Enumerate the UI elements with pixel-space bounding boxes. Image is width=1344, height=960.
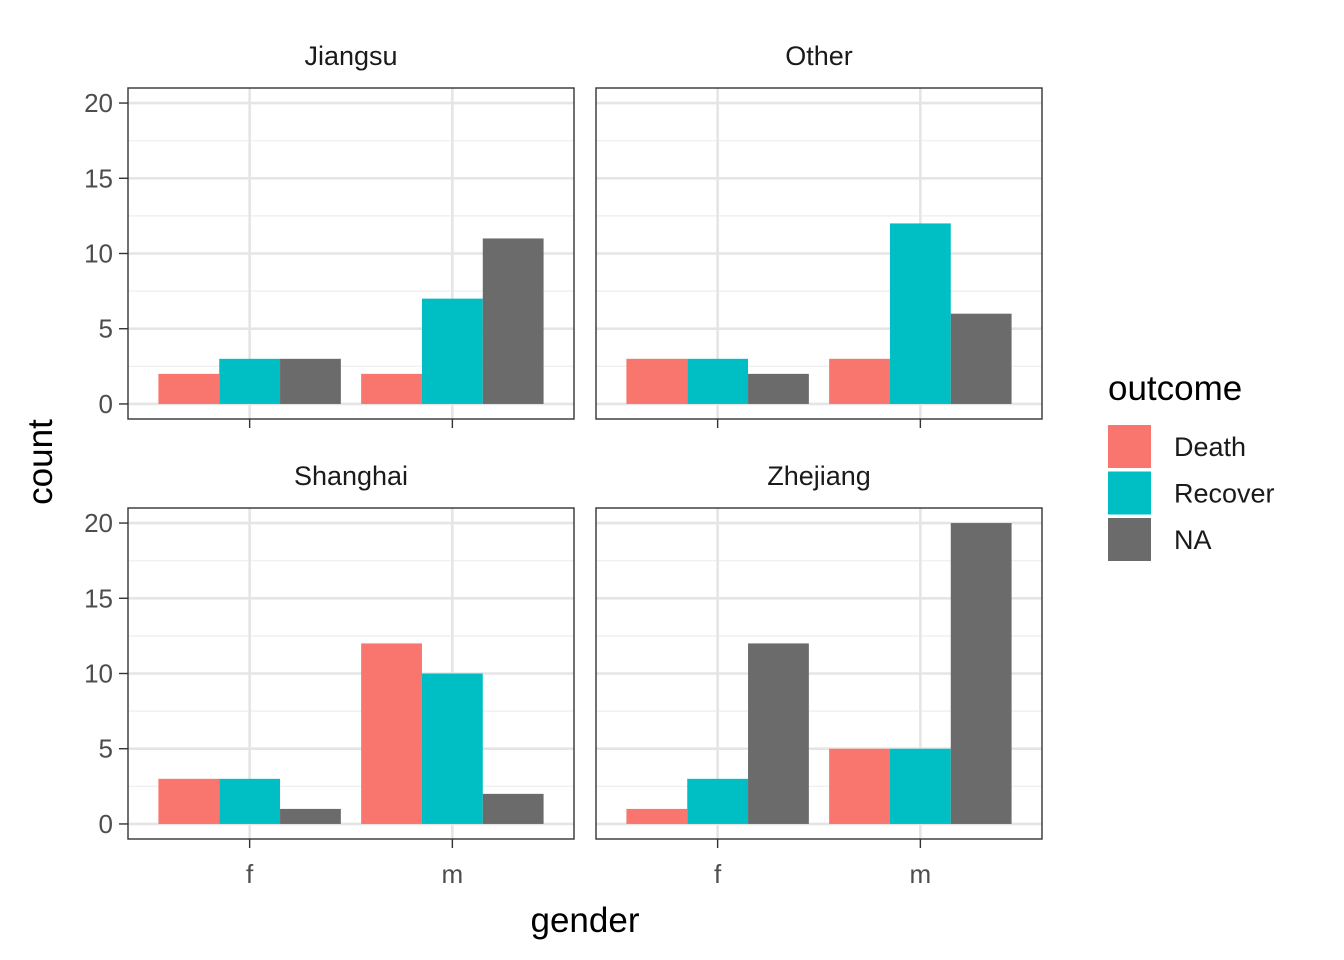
panel-jiangsu: Jiangsu 0 5 10 15 20 (84, 41, 575, 428)
bar-zhejiang-f-death (626, 808, 688, 824)
bar-jiangsu-m-na (482, 238, 544, 404)
y-tick-label: 20 (84, 508, 113, 538)
y-tick-label: 10 (84, 659, 113, 689)
bar-shanghai-m-na (482, 793, 544, 824)
bar-other-f-death (626, 358, 688, 404)
panel-shanghai: Shanghai 0 5 10 15 20 f m (84, 461, 575, 889)
legend-key-na (1108, 518, 1151, 561)
bar-other-f-na (748, 373, 809, 404)
y-tick-label: 10 (84, 239, 113, 269)
y-tick-label: 15 (84, 583, 113, 613)
y-tick-label: 0 (99, 389, 113, 419)
y-tick-label: 0 (99, 809, 113, 839)
legend-label-recover: Recover (1174, 479, 1275, 509)
x-tick-label: f (714, 859, 722, 889)
bar-jiangsu-f-na (280, 358, 341, 404)
bar-jiangsu-m-death (361, 373, 422, 404)
bar-shanghai-m-death (361, 643, 422, 824)
x-tick-label: f (246, 859, 254, 889)
bar-shanghai-m-recover (421, 673, 483, 824)
y-tick-label: 5 (99, 734, 113, 764)
bar-other-m-death (829, 358, 890, 404)
bar-shanghai-f-na (280, 808, 341, 824)
legend-label-death: Death (1174, 432, 1246, 462)
bar-shanghai-f-recover (219, 778, 281, 824)
legend: outcome Death Recover NA (1108, 369, 1275, 561)
bar-other-m-na (950, 313, 1012, 404)
y-axis-title: count (21, 419, 60, 505)
x-tick-label: m (910, 859, 932, 889)
facet-label: Jiangsu (304, 41, 397, 71)
facet-label: Other (785, 41, 853, 71)
panel-border (595, 87, 1043, 420)
bar-zhejiang-f-recover (687, 778, 749, 824)
bar-jiangsu-f-recover (219, 358, 281, 404)
panel-other: Other (595, 41, 1043, 428)
bar-zhejiang-m-recover (889, 748, 951, 824)
bar-other-f-recover (687, 358, 749, 404)
facet-label: Shanghai (294, 461, 408, 491)
bar-jiangsu-f-death (158, 373, 220, 404)
bar-zhejiang-m-death (829, 748, 890, 824)
bar-zhejiang-m-na (950, 523, 1012, 824)
panel-zhejiang: Zhejiang f m (595, 461, 1043, 889)
x-tick-label: m (442, 859, 464, 889)
facet-label: Zhejiang (767, 461, 871, 491)
y-tick-label: 15 (84, 163, 113, 193)
bar-shanghai-f-death (158, 778, 220, 824)
bar-other-m-recover (889, 223, 951, 404)
legend-key-recover (1108, 471, 1151, 515)
legend-title: outcome (1108, 369, 1242, 408)
y-tick-label: 5 (99, 314, 113, 344)
bar-jiangsu-m-recover (421, 298, 483, 404)
bar-zhejiang-f-na (748, 643, 809, 824)
legend-label-na: NA (1174, 525, 1212, 555)
legend-key-death (1108, 425, 1151, 468)
x-axis-title: gender (531, 901, 640, 940)
panel-border (595, 507, 1043, 840)
y-tick-label: 20 (84, 88, 113, 118)
